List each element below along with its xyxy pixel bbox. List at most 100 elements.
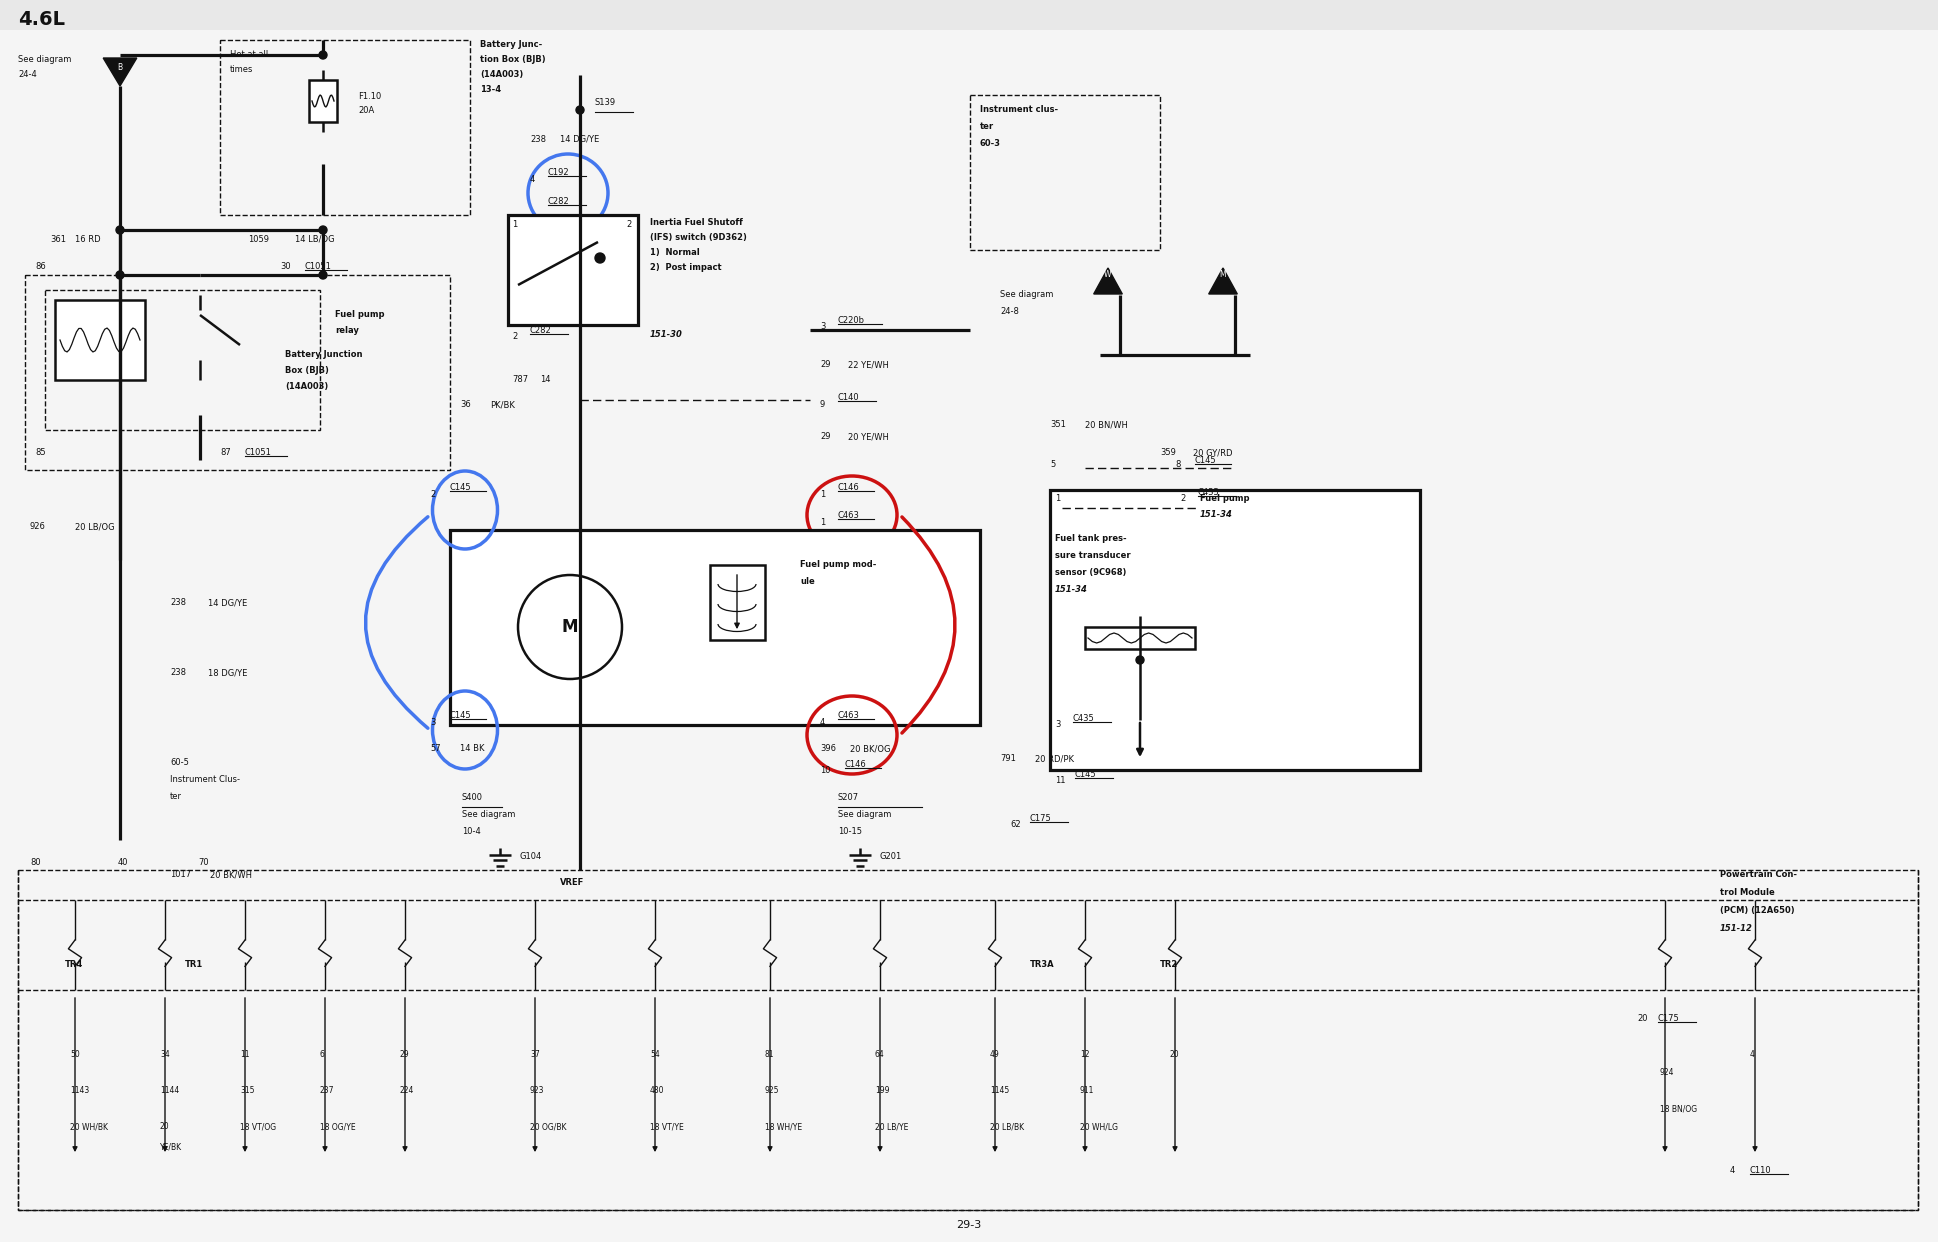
Text: 29: 29 [820, 360, 831, 369]
Text: See diagram: See diagram [837, 810, 891, 818]
Text: B: B [118, 63, 122, 72]
Circle shape [595, 253, 605, 263]
Text: 4: 4 [820, 718, 826, 727]
Text: 2: 2 [1180, 494, 1186, 503]
Bar [221, 40, 471, 215]
Text: 151-12: 151-12 [1721, 924, 1752, 933]
Text: Hot at all: Hot at all [231, 50, 267, 60]
Text: relay: relay [335, 325, 359, 335]
Text: 57: 57 [430, 744, 440, 753]
Text: C435: C435 [1074, 714, 1095, 723]
Text: 36: 36 [459, 400, 471, 409]
Text: C463: C463 [837, 510, 860, 520]
Bar [25, 274, 450, 469]
Text: 6: 6 [320, 1049, 326, 1059]
Text: 24-8: 24-8 [1000, 307, 1019, 315]
Text: (IFS) switch (9D362): (IFS) switch (9D362) [649, 233, 746, 242]
Text: 30: 30 [279, 262, 291, 271]
Text: 20 LB/YE: 20 LB/YE [874, 1122, 909, 1131]
Text: 70: 70 [198, 858, 209, 867]
Text: 1144: 1144 [161, 1086, 178, 1095]
Text: 224: 224 [399, 1086, 415, 1095]
Text: 29: 29 [399, 1049, 409, 1059]
Bar [1050, 491, 1421, 770]
Text: (PCM) (12A650): (PCM) (12A650) [1721, 905, 1795, 915]
Text: C145: C145 [1076, 770, 1097, 779]
Text: 20: 20 [1171, 1049, 1180, 1059]
Text: (14A003): (14A003) [285, 383, 328, 391]
Text: Battery Junction: Battery Junction [285, 350, 362, 359]
Text: 34: 34 [161, 1049, 171, 1059]
Text: C175: C175 [1659, 1013, 1680, 1023]
Text: 4: 4 [1731, 1166, 1735, 1175]
Text: 361: 361 [50, 235, 66, 243]
Text: 787: 787 [512, 375, 529, 384]
Text: Fuel pump: Fuel pump [1200, 494, 1250, 503]
Text: 50: 50 [70, 1049, 79, 1059]
Text: C175: C175 [1029, 814, 1052, 823]
Text: 1)  Normal: 1) Normal [649, 248, 700, 257]
Text: Fuel tank pres-: Fuel tank pres- [1054, 534, 1126, 543]
Text: 13-4: 13-4 [481, 84, 502, 94]
Text: 238: 238 [171, 597, 186, 607]
Text: 14: 14 [541, 375, 550, 384]
Text: 87: 87 [221, 448, 231, 457]
Text: 14 DG/YE: 14 DG/YE [560, 135, 599, 144]
Text: F1.10: F1.10 [359, 92, 382, 101]
Text: Inertia Fuel Shutoff: Inertia Fuel Shutoff [649, 219, 742, 227]
Text: 8: 8 [1174, 460, 1180, 469]
Text: 926: 926 [29, 522, 47, 532]
Text: 2: 2 [512, 332, 517, 342]
Text: 791: 791 [1000, 754, 1016, 763]
Text: 10-15: 10-15 [837, 827, 862, 836]
Text: C140: C140 [837, 392, 860, 402]
Text: 12: 12 [1079, 1049, 1089, 1059]
Text: 2: 2 [430, 491, 436, 499]
Text: 20 GY/RD: 20 GY/RD [1194, 448, 1233, 457]
Text: 925: 925 [766, 1086, 779, 1095]
Text: M: M [562, 619, 578, 636]
Bar [45, 289, 320, 430]
Text: 315: 315 [240, 1086, 254, 1095]
Text: 24-4: 24-4 [17, 70, 37, 79]
Text: 14 BK: 14 BK [459, 744, 484, 753]
Text: 18 VT/YE: 18 VT/YE [649, 1122, 684, 1131]
Text: 20: 20 [161, 1122, 171, 1131]
Bar [450, 530, 981, 725]
Text: 16 RD: 16 RD [76, 235, 101, 243]
Text: 20 BK/OG: 20 BK/OG [851, 744, 890, 753]
Text: 20 BK/WH: 20 BK/WH [209, 869, 252, 879]
Text: 20 RD/PK: 20 RD/PK [1035, 754, 1074, 763]
Text: 1143: 1143 [70, 1086, 89, 1095]
Circle shape [320, 226, 328, 233]
Text: C435: C435 [1198, 488, 1219, 497]
Text: C146: C146 [845, 760, 866, 769]
Text: 351: 351 [1050, 420, 1066, 428]
Text: 238: 238 [529, 135, 547, 144]
Text: sensor (9C968): sensor (9C968) [1054, 568, 1126, 578]
Text: 14 DG/YE: 14 DG/YE [207, 597, 248, 607]
Text: (14A003): (14A003) [481, 70, 523, 79]
Text: See diagram: See diagram [461, 810, 516, 818]
Text: 151-30: 151-30 [649, 330, 682, 339]
Polygon shape [1209, 268, 1236, 294]
Bar [0, 0, 1938, 30]
Text: 2)  Post impact: 2) Post impact [649, 263, 721, 272]
Bar [709, 565, 766, 640]
Text: 2: 2 [626, 220, 632, 229]
Text: Powertrain Con-: Powertrain Con- [1721, 869, 1797, 879]
FancyArrowPatch shape [901, 517, 955, 733]
Polygon shape [1093, 268, 1122, 294]
Text: G201: G201 [880, 852, 903, 861]
Text: See diagram: See diagram [17, 55, 72, 65]
Text: 37: 37 [529, 1049, 541, 1059]
Text: C1051: C1051 [304, 262, 331, 271]
Text: 3: 3 [820, 322, 826, 332]
Text: Instrument Clus-: Instrument Clus- [171, 775, 240, 784]
Text: 5: 5 [1050, 460, 1056, 469]
Text: 1: 1 [820, 518, 826, 527]
Text: 40: 40 [118, 858, 128, 867]
Text: 20 WH/LG: 20 WH/LG [1079, 1122, 1118, 1131]
Text: C145: C145 [450, 710, 471, 720]
Text: C110: C110 [1750, 1166, 1771, 1175]
